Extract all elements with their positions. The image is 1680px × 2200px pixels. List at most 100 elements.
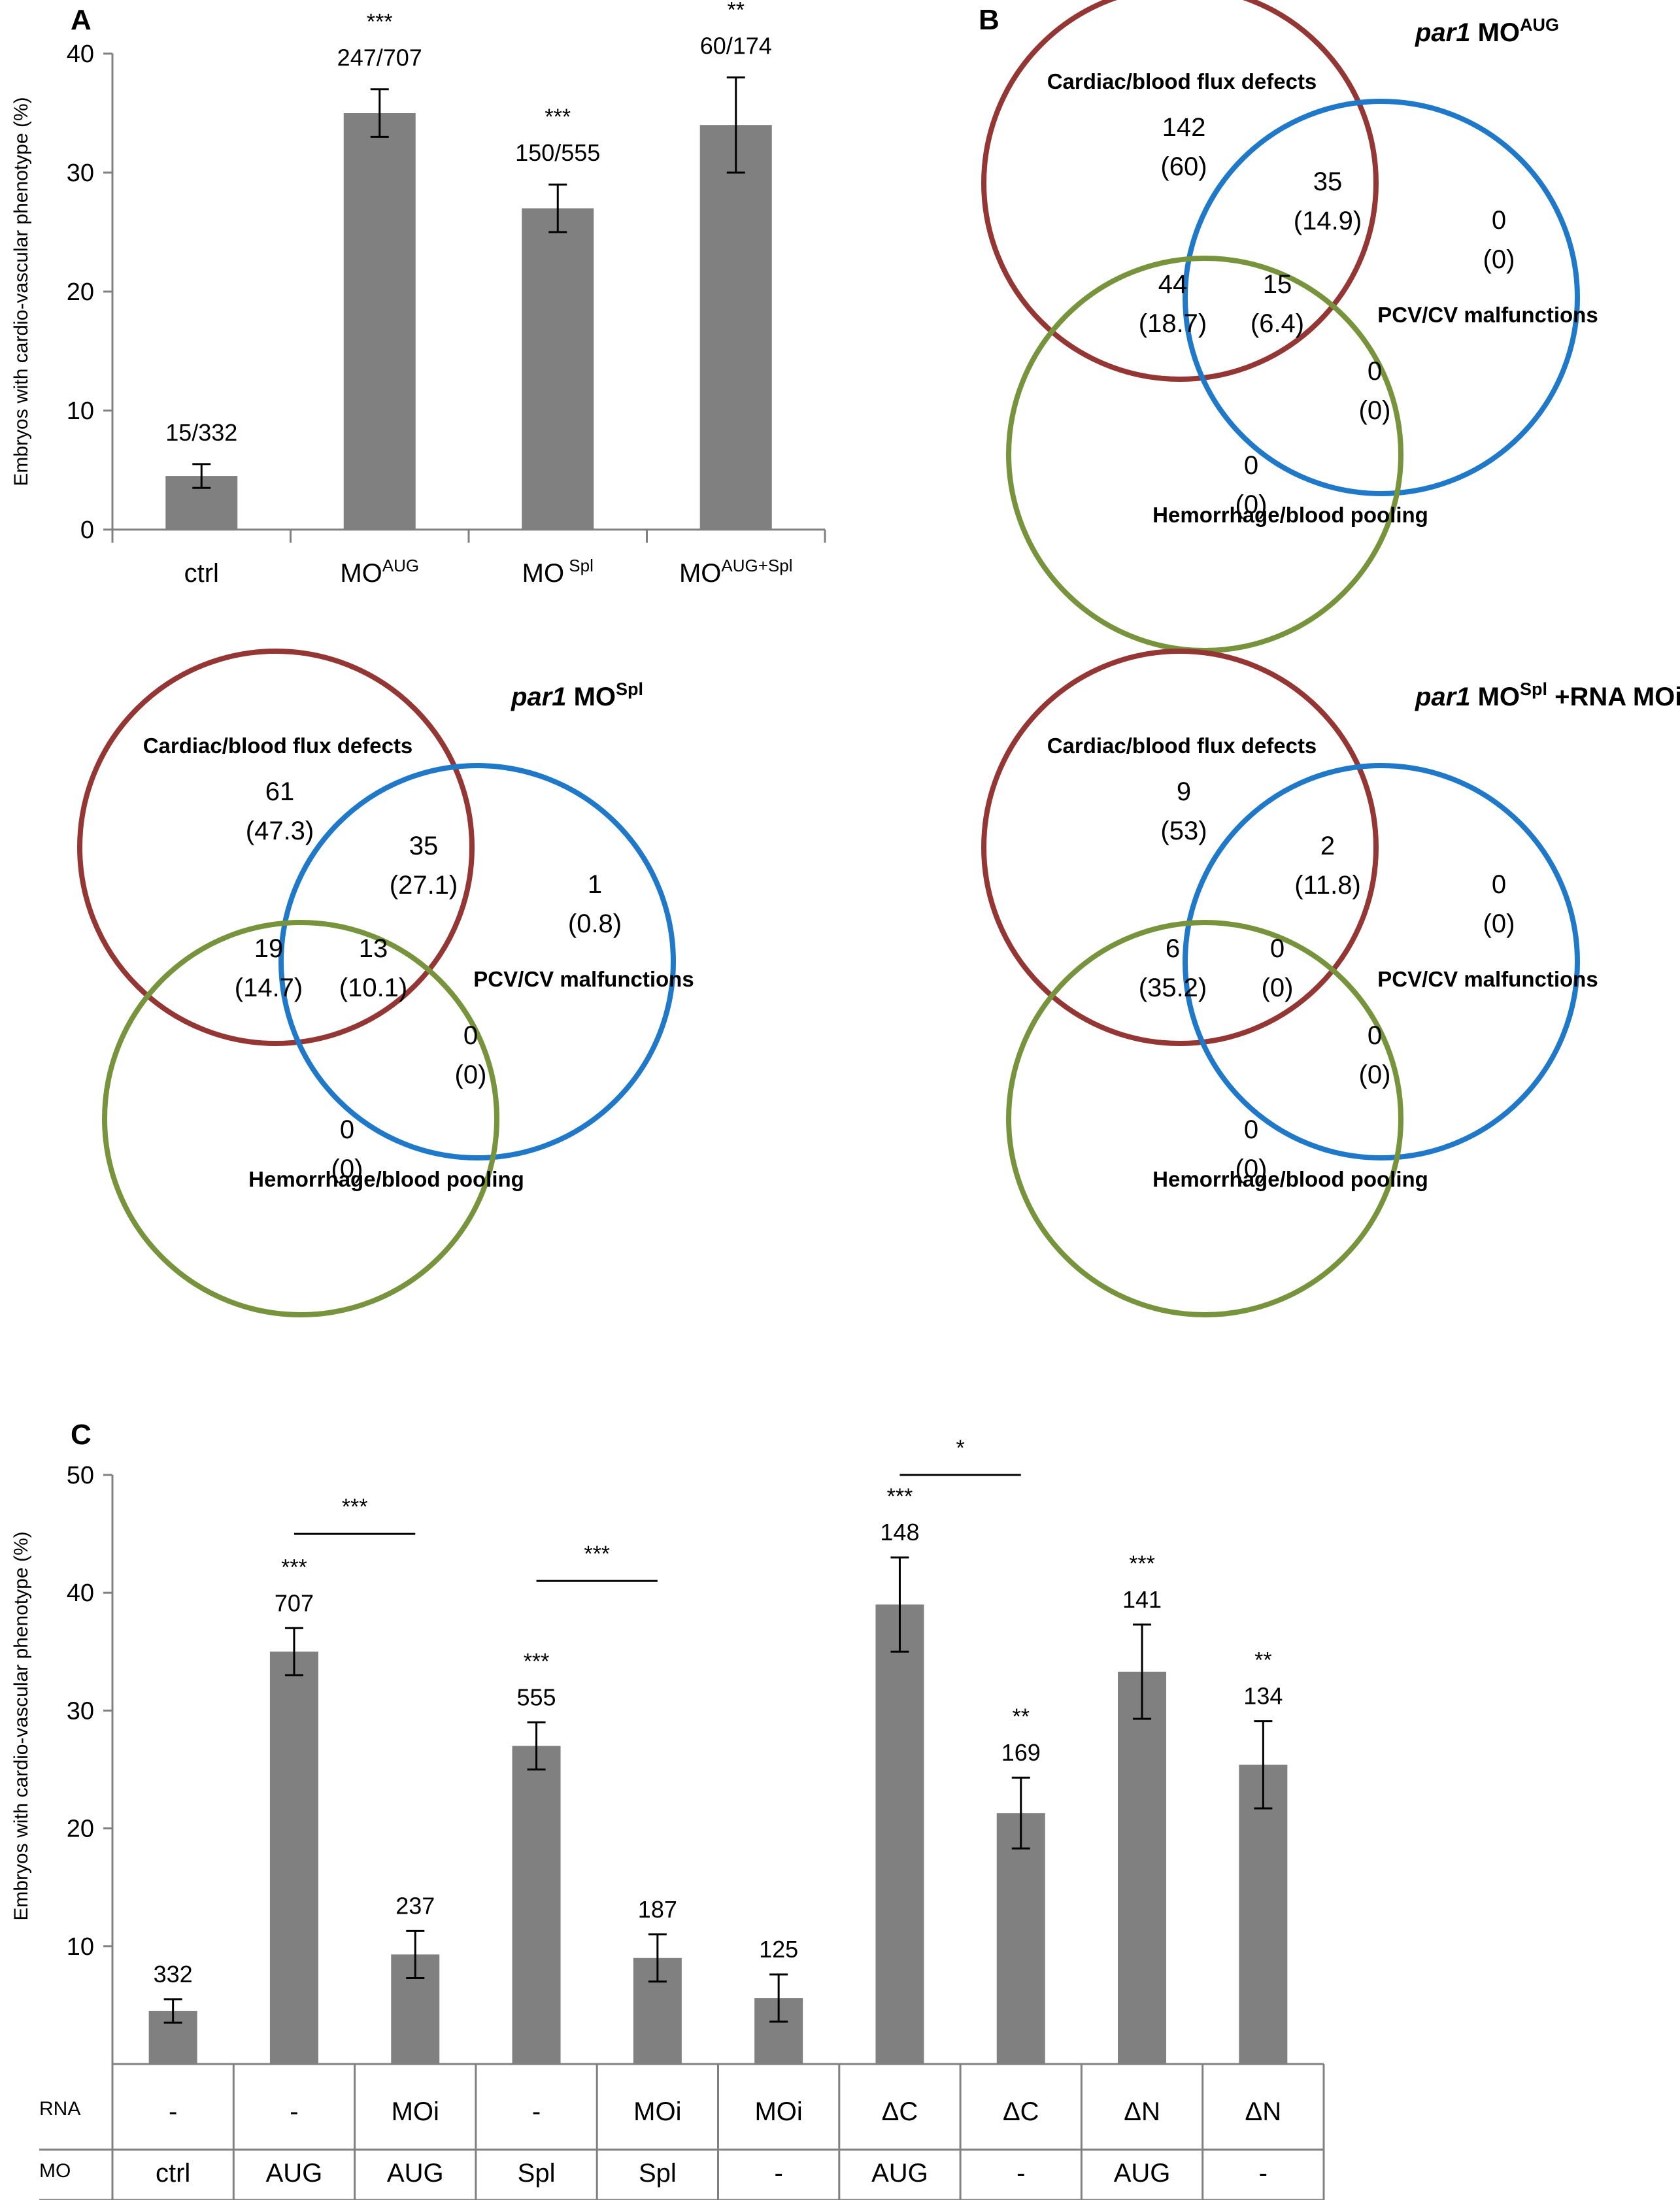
venn-set-label-pcv: PCV/CV malfunctions <box>1377 303 1598 327</box>
panel-c-chart: 10 20 30 40 50 Embryos with cardio-vascular p… <box>10 1436 1325 2200</box>
venn-circle-pcv <box>278 763 676 1160</box>
venn-par1-mo-aug: par1 MOAUG Cardiac/blood flux defects PCV/… <box>981 0 1598 653</box>
mo-label: Spl <box>639 2159 677 2188</box>
mo-label: AUG <box>1114 2159 1171 2188</box>
venn-region-percent: (27.1) <box>390 871 458 900</box>
significance-label: *** <box>524 1649 550 1674</box>
count-label: 707 <box>275 1589 314 1616</box>
mo-label: - <box>1259 2159 1268 2188</box>
venn-region-count: 0 <box>1368 1021 1382 1050</box>
venn-par1-mo-spl: par1 MOSpl Cardiac/blood flux defects PCV/… <box>77 649 694 1317</box>
y-tick-label: 40 <box>67 41 94 68</box>
venn-set-label-pcv: PCV/CV malfunctions <box>473 967 694 991</box>
y-tick-label: 30 <box>67 160 94 187</box>
venn-region-percent: (53) <box>1160 817 1207 845</box>
venn-set-label-hemorrhage: Hemorrhage/blood pooling <box>248 1167 524 1191</box>
count-label: 141 <box>1122 1586 1162 1613</box>
panel-label-c: C <box>71 1419 92 1451</box>
count-label: 150/555 <box>515 139 600 166</box>
y-tick-label: 0 <box>80 516 94 544</box>
venn-region-count: 6 <box>1166 934 1180 963</box>
venn-region-percent: (11.8) <box>1294 871 1361 900</box>
venn-region-percent: (0.8) <box>568 909 622 938</box>
count-label: 187 <box>638 1896 677 1923</box>
row-label-rna: RNA <box>39 2098 80 2120</box>
venn-set-label-pcv: PCV/CV malfunctions <box>1377 967 1598 991</box>
count-label: 237 <box>395 1892 435 1919</box>
venn-region-count: 0 <box>463 1021 478 1050</box>
count-label: 134 <box>1243 1683 1283 1710</box>
venn-region-count: 61 <box>265 777 295 806</box>
count-label: 332 <box>154 1961 193 1988</box>
category-label: MOAUG+Spl <box>679 556 793 588</box>
venn-region-percent: (0) <box>1483 909 1515 938</box>
row-label-mo: MO <box>39 2160 71 2182</box>
significance-label: ** <box>1013 1704 1030 1729</box>
bracket-significance-label: *** <box>584 1542 610 1566</box>
venn-circle-cardiac <box>981 649 1379 1046</box>
venn-circle-pcv <box>1183 763 1580 1160</box>
venn-region-count: 0 <box>1244 451 1258 480</box>
panel-a-chart: 0 10 20 30 40 Embryos with cardio-vascular ph… <box>10 0 826 588</box>
venn-title: par1 MOSpl +RNA MOi <box>1415 679 1680 711</box>
venn-region-count: 0 <box>1270 934 1285 963</box>
rna-label: - <box>532 2097 541 2126</box>
venn-region-percent: (0) <box>1235 490 1268 519</box>
mo-label: AUG <box>871 2159 928 2188</box>
y-tick-label: 30 <box>67 1697 94 1725</box>
count-label: 15/332 <box>165 419 237 446</box>
venn-set-label-hemorrhage: Hemorrhage/blood pooling <box>1152 503 1428 527</box>
venn-region-percent: (47.3) <box>246 817 314 845</box>
venn-region-count: 0 <box>1492 870 1506 899</box>
category-label: MOAUG <box>340 556 419 588</box>
venn-region-percent: (10.1) <box>339 973 408 1002</box>
venn-region-percent: (60) <box>1160 152 1207 181</box>
panel-label-b: B <box>979 4 1000 36</box>
panel-label-a: A <box>71 4 92 36</box>
bar <box>875 1604 924 2064</box>
significance-label: *** <box>281 1555 307 1580</box>
count-label: 125 <box>759 1936 798 1963</box>
venn-region-percent: (0) <box>455 1060 487 1089</box>
significance-label: *** <box>887 1484 913 1509</box>
venn-circle-cardiac <box>981 0 1379 382</box>
y-tick-label: 20 <box>67 279 94 306</box>
venn-circle-hemorrhage <box>1006 920 1403 1317</box>
venn-par1-mo-spl-rna-moi: par1 MOSpl +RNA MOi Cardiac/blood flux de… <box>981 649 1680 1317</box>
mo-label: - <box>774 2159 782 2188</box>
bar <box>699 125 772 530</box>
mo-label: AUG <box>387 2159 444 2188</box>
rna-label: - <box>290 2097 298 2126</box>
significance-label: *** <box>367 10 393 35</box>
significance-label: *** <box>1129 1551 1155 1576</box>
rna-label: ΔN <box>1124 2097 1160 2126</box>
venn-set-label-cardiac: Cardiac/blood flux defects <box>1047 734 1317 758</box>
venn-region-percent: (0) <box>1483 245 1515 274</box>
venn-title: par1 MOAUG <box>1415 15 1559 47</box>
y-axis-label: Embryos with cardio-vascular phenotype (… <box>10 1531 32 1920</box>
bar <box>512 1746 561 2064</box>
venn-set-label-hemorrhage: Hemorrhage/blood pooling <box>1152 1167 1428 1191</box>
venn-region-count: 15 <box>1263 270 1292 299</box>
venn-region-count: 0 <box>1492 206 1506 235</box>
venn-region-percent: (14.7) <box>235 973 303 1002</box>
bar <box>343 113 416 530</box>
bracket-significance-label: * <box>956 1436 964 1461</box>
venn-circle-cardiac <box>77 649 475 1046</box>
venn-region-count: 0 <box>1368 357 1382 386</box>
count-label: 148 <box>880 1519 919 1546</box>
count-label: 247/707 <box>337 44 422 71</box>
bar <box>522 208 594 530</box>
bar <box>1118 1671 1167 2064</box>
venn-region-count: 142 <box>1162 113 1206 142</box>
y-axis-label: Embryos with cardio-vascular phenotype (… <box>10 97 32 486</box>
rna-label: ΔC <box>882 2097 918 2126</box>
venn-region-count: 35 <box>1313 167 1343 196</box>
category-label: MO Spl <box>522 556 594 588</box>
venn-circle-hemorrhage <box>102 920 499 1317</box>
venn-set-label-cardiac: Cardiac/blood flux defects <box>143 734 413 758</box>
rna-label: ΔN <box>1245 2097 1282 2126</box>
venn-region-count: 13 <box>359 934 388 963</box>
significance-label: ** <box>728 0 745 22</box>
